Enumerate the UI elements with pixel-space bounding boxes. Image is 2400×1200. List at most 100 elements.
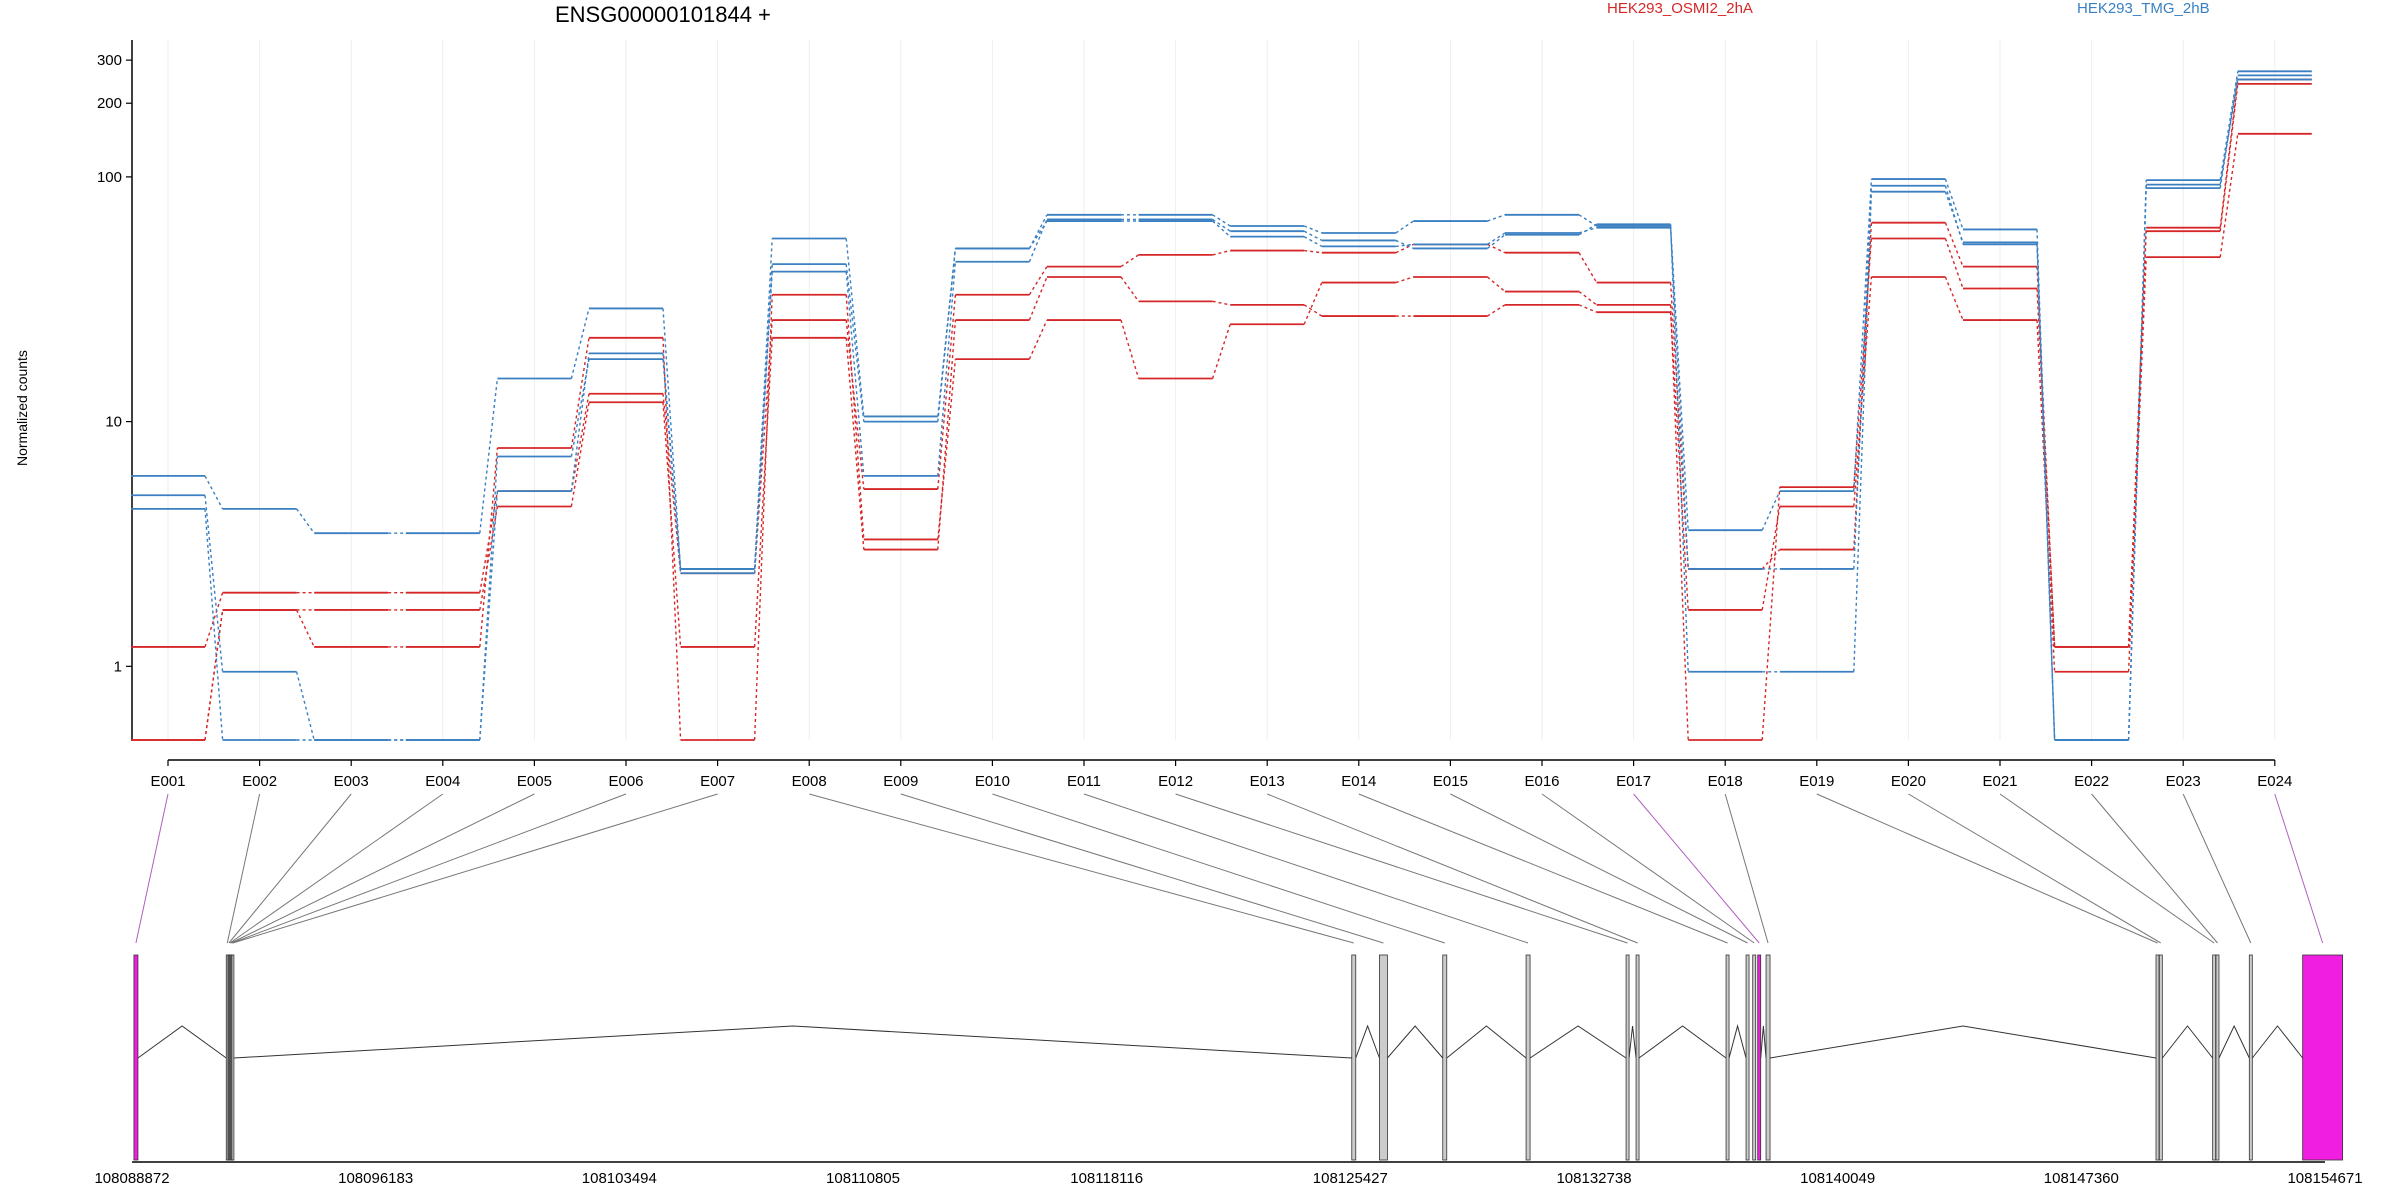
exon-box-e017 [1757, 954, 1762, 1161]
x-tick-label-e011: E011 [1067, 773, 1101, 790]
exon-link-e022 [2091, 793, 2218, 944]
y-tick-label-10: 10 [105, 414, 122, 431]
series-2-connector-12 [1212, 300, 1231, 306]
exon-box-e015 [1745, 954, 1750, 1161]
exon-link-e011 [1083, 793, 1529, 944]
intron-13 [1638, 1025, 1727, 1059]
intron-20 [2161, 1025, 2214, 1059]
series-4-connector-18 [1761, 490, 1781, 531]
series-6-connector-19 [1853, 191, 1873, 672]
series-1-connector-6 [662, 393, 682, 574]
legend-entry-osmi2: HEK293_OSMI2_2hA [1607, 0, 1753, 17]
series-4-connector-2 [296, 508, 315, 534]
intron-22 [2218, 1024, 2250, 1059]
exon-box-e016 [1752, 954, 1757, 1161]
x-tick-label-e022: E022 [2074, 773, 2109, 790]
series-6-connector-5 [570, 353, 590, 492]
series-2-connector-19 [1853, 276, 1873, 507]
series-6-connector-20 [1944, 191, 1964, 243]
intron-23 [2251, 1025, 2304, 1059]
series-5-connector-19 [1853, 185, 1873, 569]
y-tick-label-300: 300 [97, 52, 122, 69]
exon-link-e023 [2182, 793, 2252, 944]
exon-link-e008 [809, 793, 1354, 944]
series-3-connector-10 [1028, 319, 1048, 360]
x-tick-label-e001: E001 [150, 773, 185, 790]
series-5-connector-2 [295, 671, 315, 741]
x-tick-label-e009: E009 [883, 773, 918, 790]
intron-9 [1387, 1025, 1444, 1059]
genomic-tick-label-4: 108110805 [826, 1170, 900, 1187]
series-1-connector-5 [570, 393, 590, 492]
legend-entry-tmg: HEK293_TMG_2hB [2077, 0, 2210, 17]
intron-14 [1728, 1024, 1747, 1059]
genomic-tick-label-1: 108088872 [94, 1170, 169, 1187]
series-3-connector-9 [937, 359, 957, 540]
exon-box-e011 [1525, 954, 1531, 1161]
series-1-connector-10 [1028, 266, 1048, 296]
exon-box-e013 [1635, 954, 1640, 1161]
series-3-connector-4 [479, 447, 499, 648]
exon-link-e007 [232, 793, 718, 944]
exon-box-e001 [133, 954, 139, 1161]
exon-box-e019 [2155, 954, 2160, 1161]
series-6-hek293-tmg-2hb [131, 74, 2312, 741]
series-3-connector-20 [1944, 238, 1964, 289]
series-4-connector-19 [1853, 178, 1873, 492]
series-6-connector-21 [2036, 242, 2056, 741]
genomic-tick-label-10: 108154671 [2287, 1170, 2362, 1187]
series-3-connector-8 [845, 294, 865, 540]
series-5-connector-10 [1028, 220, 1048, 249]
exon-box-e020 [2158, 954, 2163, 1161]
series-5-connector-4 [479, 456, 499, 741]
intron-12 [1628, 1025, 1637, 1059]
series-6-connector-15 [1486, 234, 1506, 250]
x-tick-label-e002: E002 [242, 773, 277, 790]
x-tick-label-e015: E015 [1433, 773, 1468, 790]
series-6-connector-16 [1578, 223, 1597, 236]
series-6-connector-23 [2219, 75, 2239, 189]
exon-box-e010 [1442, 954, 1448, 1161]
exon-box-e009 [1379, 954, 1388, 1161]
series-3-connector-18 [1761, 487, 1781, 741]
series-2-connector-13 [1303, 304, 1323, 317]
series-6-connector-22 [2127, 188, 2147, 741]
series-4-connector-20 [1944, 178, 1964, 230]
series-5-connector-16 [1578, 227, 1597, 234]
exon-box-e024 [2302, 954, 2344, 1161]
series-3-connector-6 [662, 337, 682, 741]
series-2-connector-7 [753, 337, 773, 647]
intron-18 [1769, 1025, 2157, 1059]
series-2-connector-23 [2219, 133, 2239, 258]
series-4-hek293-tmg-2hb [131, 70, 2312, 741]
series-5-hek293-tmg-2hb [131, 78, 2312, 741]
series-1-connector-8 [845, 319, 865, 490]
series-2-connector-17 [1669, 312, 1689, 610]
genomic-tick-label-6: 108125427 [1313, 1170, 1388, 1187]
intron-17 [1760, 1025, 1767, 1059]
intron-1 [137, 1025, 227, 1059]
genomic-tick-label-5: 108118116 [1070, 1170, 1143, 1187]
exon-link-e012 [1175, 793, 1628, 944]
exon-link-e005 [230, 793, 535, 944]
y-tick-label-1: 1 [114, 658, 122, 675]
series-5-connector-21 [2036, 244, 2056, 741]
series-1-connector-18 [1761, 549, 1781, 570]
series-3-connector-14 [1395, 276, 1414, 284]
series-3-connector-17 [1669, 304, 1689, 741]
exon-link-e019 [1816, 793, 2158, 944]
x-tick-label-e010: E010 [975, 773, 1010, 790]
series-3-connector-11 [1120, 319, 1140, 379]
x-tick-label-e024: E024 [2257, 773, 2292, 790]
series-3-connector-15 [1486, 276, 1506, 293]
exon-link-e020 [1908, 793, 2162, 944]
exon-box-e008 [1351, 954, 1357, 1161]
x-tick-label-e019: E019 [1799, 773, 1834, 790]
y-tick-label-100: 100 [97, 169, 122, 186]
exon-link-e017 [1633, 793, 1760, 944]
series-1-connector-9 [937, 294, 957, 490]
series-6-connector-6 [662, 353, 682, 570]
series-4-connector-15 [1487, 214, 1506, 222]
